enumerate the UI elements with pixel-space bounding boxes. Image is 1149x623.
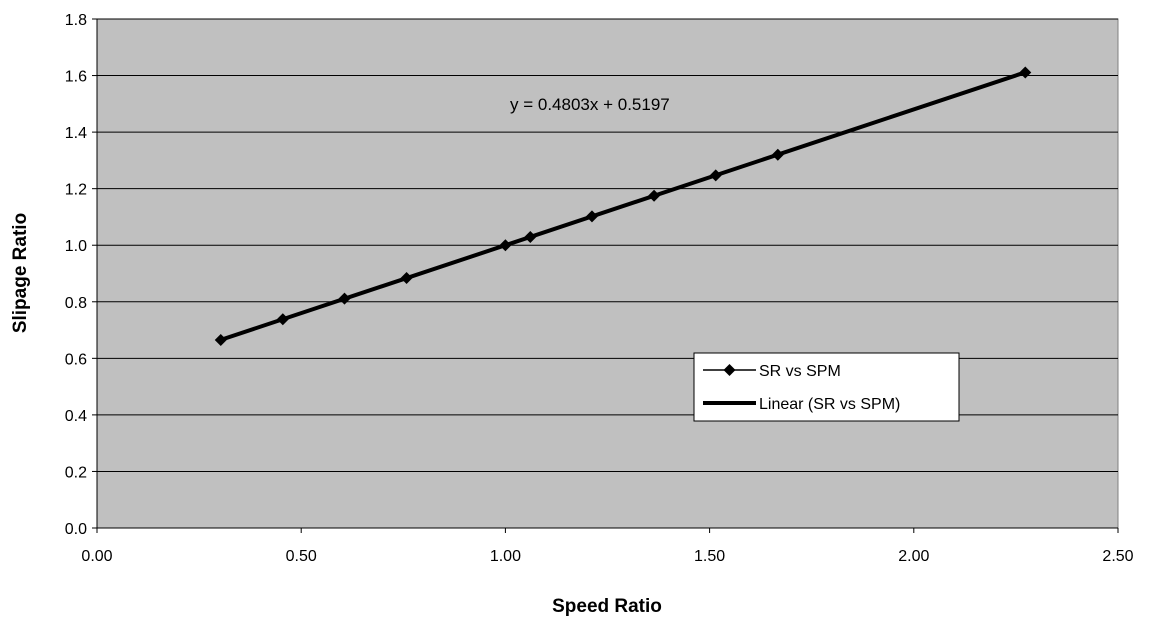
y-tick-label: 0.8 bbox=[65, 295, 87, 312]
x-tick-labels: 0.00 0.50 1.00 1.50 2.00 2.50 bbox=[81, 548, 1133, 565]
data-point bbox=[709, 169, 722, 182]
data-point bbox=[214, 333, 227, 346]
x-tick-label: 2.50 bbox=[1102, 548, 1133, 565]
y-tick-label: 0.0 bbox=[65, 521, 87, 538]
legend-box bbox=[693, 352, 960, 422]
series-markers bbox=[214, 66, 1032, 346]
axes bbox=[92, 18, 1119, 533]
y-tick-label: 1.2 bbox=[65, 182, 87, 199]
data-point bbox=[1019, 66, 1032, 79]
legend-series-marker bbox=[723, 364, 736, 376]
x-tick-label: 0.00 bbox=[81, 548, 112, 565]
y-tick-label: 0.2 bbox=[65, 464, 87, 481]
data-point bbox=[524, 231, 537, 244]
y-tick-label: 1.8 bbox=[65, 12, 87, 29]
gridlines bbox=[97, 18, 1118, 472]
data-point bbox=[648, 189, 661, 202]
x-axis-title: Speed Ratio bbox=[552, 596, 662, 617]
y-axis-title: Slipage Ratio bbox=[10, 213, 31, 333]
data-point bbox=[276, 313, 289, 326]
data-point bbox=[499, 239, 512, 252]
data-point bbox=[585, 210, 598, 223]
y-tick-label: 0.6 bbox=[65, 351, 87, 368]
legend: SR vs SPM Linear (SR vs SPM) bbox=[693, 352, 960, 422]
data-point bbox=[400, 272, 413, 285]
x-tick-label: 2.00 bbox=[898, 548, 929, 565]
y-tick-label: 0.4 bbox=[65, 408, 87, 425]
x-tick-label: 0.50 bbox=[286, 548, 317, 565]
y-tick-label: 1.4 bbox=[65, 125, 87, 142]
data-point bbox=[338, 292, 351, 305]
x-tick-label: 1.50 bbox=[694, 548, 725, 565]
plot-area bbox=[96, 18, 1119, 529]
y-tick-label: 1.0 bbox=[65, 238, 87, 255]
y-tick-label: 1.6 bbox=[65, 69, 87, 86]
y-tick-labels: 0.0 0.2 0.4 0.6 0.8 1.0 1.2 1.4 1.6 1.8 bbox=[65, 12, 87, 538]
legend-trendline-label: Linear (SR vs SPM) bbox=[759, 396, 900, 413]
legend-series-label: SR vs SPM bbox=[759, 363, 841, 380]
trendline-equation: y = 0.4803x + 0.5197 bbox=[510, 95, 670, 114]
data-point bbox=[771, 148, 784, 161]
x-tick-label: 1.00 bbox=[490, 548, 521, 565]
